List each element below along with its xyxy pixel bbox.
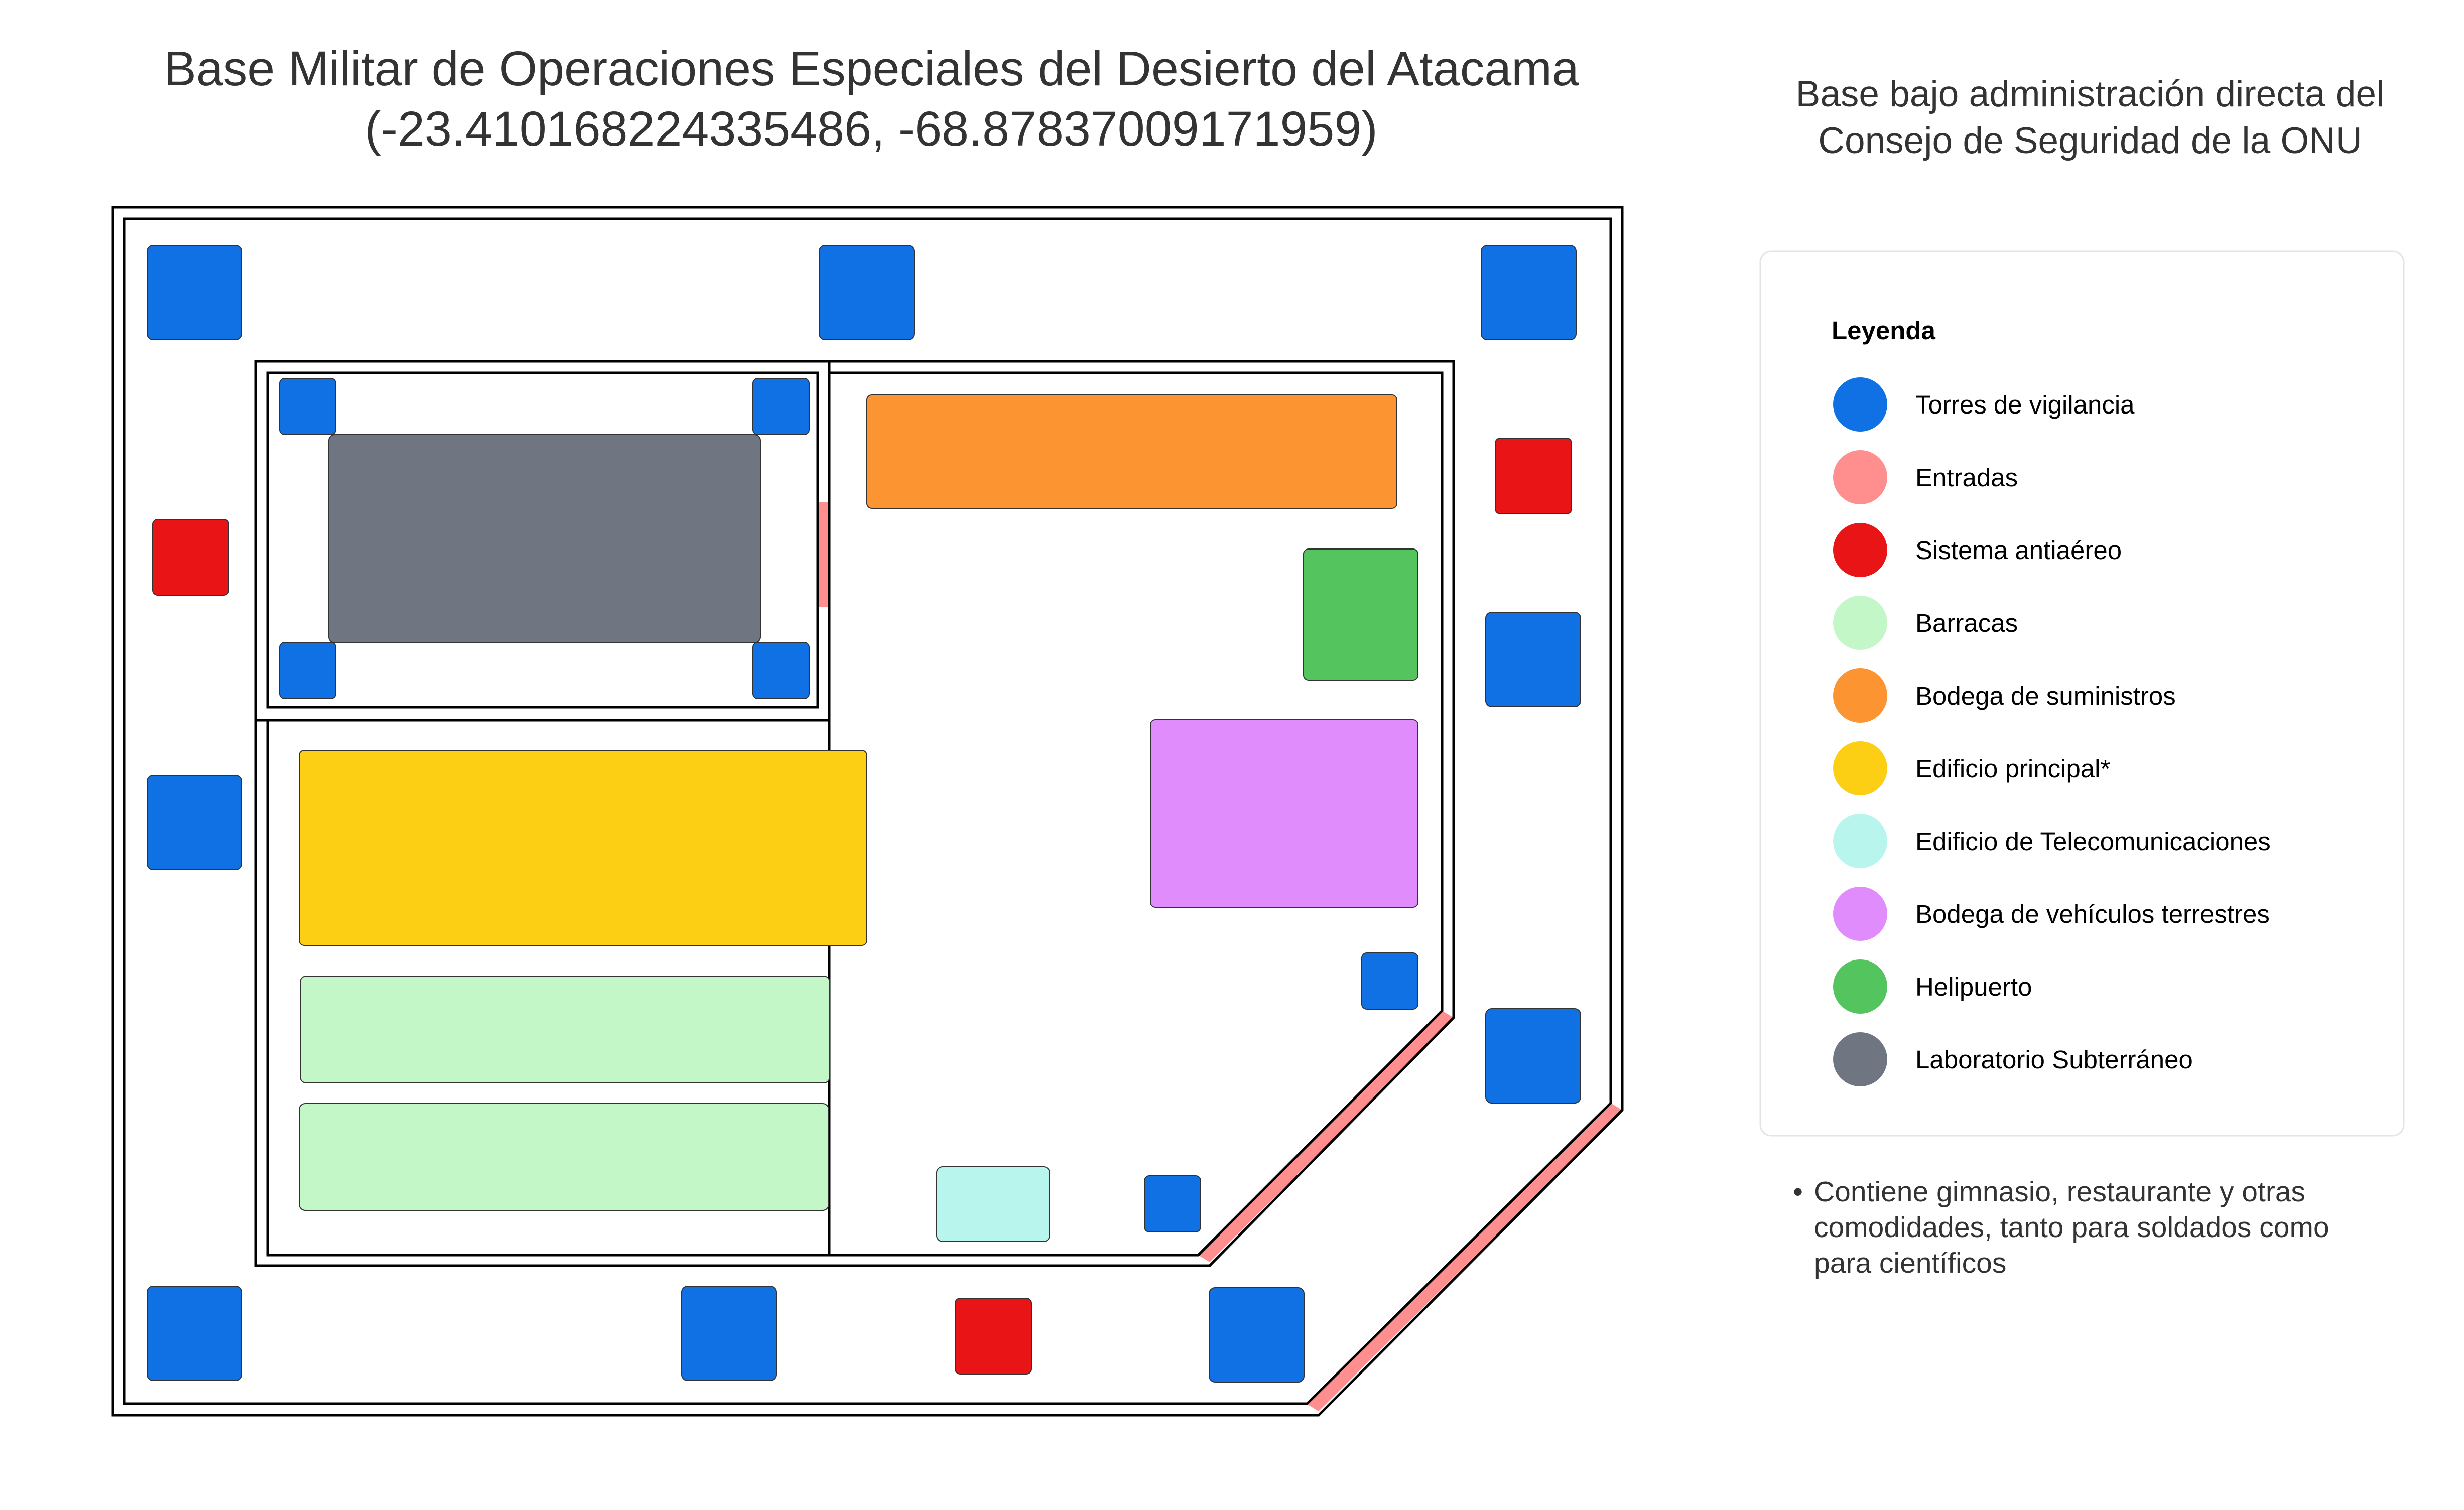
- supply-warehouse: [866, 394, 1397, 509]
- legend-label: Barracas: [1915, 609, 2018, 637]
- legend-item: Helipuerto: [1833, 959, 2032, 1014]
- watchtower-lab-se: [752, 642, 810, 699]
- entrance-inner-diagonal: [1198, 1011, 1454, 1262]
- watchtower-outer-n: [819, 245, 915, 340]
- legend-swatch: [1833, 1032, 1887, 1086]
- admin-note-line-2: Consejo de Seguridad de la ONU: [1818, 120, 2362, 161]
- legend-label: Bodega de vehículos terrestres: [1915, 900, 2270, 928]
- legend-label: Torres de vigilancia: [1915, 390, 2135, 419]
- anti-aircraft-west: [152, 519, 229, 596]
- watchtower-outer-s2: [1209, 1287, 1305, 1383]
- legend-item: Edificio principal*: [1833, 741, 2111, 795]
- watchtower-inner-east: [1361, 952, 1418, 1010]
- legend-swatch: [1833, 959, 1887, 1014]
- title-line-1: Base Militar de Operaciones Especiales d…: [164, 41, 1579, 96]
- legend-item: Edificio de Telecomunicaciones: [1833, 814, 2271, 868]
- legend-item: Bodega de suministros: [1833, 668, 2176, 723]
- legend-title: Leyenda: [1832, 316, 1936, 345]
- legend-item: Bodega de vehículos terrestres: [1833, 887, 2270, 941]
- legend-label: Helipuerto: [1915, 973, 2032, 1001]
- legend-label: Sistema antiaéreo: [1915, 536, 2122, 565]
- entrance-laboratory: [817, 502, 829, 607]
- legend-label: Bodega de suministros: [1915, 681, 2176, 710]
- outer-perimeter-inner-wall: [123, 217, 1612, 1405]
- footnote-bullet: •: [1793, 1176, 1803, 1208]
- legend-swatch: [1833, 741, 1887, 795]
- legend-swatch: [1833, 887, 1887, 941]
- legend-panel: [1759, 250, 2405, 1137]
- barracks-2: [299, 1103, 829, 1211]
- legend-item: Sistema antiaéreo: [1833, 523, 2122, 577]
- legend-label: Laboratorio Subterráneo: [1915, 1045, 2193, 1074]
- main-building: [299, 750, 867, 946]
- telecommunications-building: [936, 1166, 1050, 1242]
- helipad: [1303, 548, 1418, 681]
- legend-items: Torres de vigilancia Entradas Sistema anti…: [1833, 377, 2271, 1086]
- watchtower-outer-e2: [1485, 1008, 1581, 1104]
- barracks-1: [300, 976, 830, 1083]
- base-map: [111, 206, 1624, 1417]
- watchtower-inner-south: [1144, 1175, 1201, 1232]
- legend: Leyenda Torres de vigilancia Entradas Sist…: [1759, 250, 2405, 1137]
- laboratory-enclosure-inner-wall: [266, 371, 819, 709]
- admin-note-line-1: Base bajo administración directa del: [1796, 74, 2385, 114]
- footnote-line-1: Contiene gimnasio, restaurante y otras: [1814, 1176, 2305, 1208]
- legend-label: Edificio de Telecomunicaciones: [1915, 827, 2271, 856]
- legend-swatch: [1833, 814, 1887, 868]
- watchtower-outer-sw: [147, 1286, 242, 1381]
- anti-aircraft-south: [955, 1298, 1032, 1375]
- watchtower-outer-e1: [1485, 612, 1581, 707]
- southwest-area-wall: [266, 719, 831, 1257]
- legend-swatch: [1833, 450, 1887, 504]
- vehicle-warehouse: [1150, 719, 1418, 908]
- legend-label: Entradas: [1915, 463, 2018, 492]
- underground-laboratory: [328, 434, 761, 643]
- legend-item: Barracas: [1833, 596, 2018, 650]
- watchtower-lab-nw: [279, 378, 336, 435]
- watchtower-lab-sw: [279, 642, 336, 699]
- watchtower-lab-ne: [752, 378, 810, 435]
- legend-item: Laboratorio Subterráneo: [1833, 1032, 2193, 1086]
- footnote: • Contiene gimnasio, restaurante y otras…: [1793, 1176, 2329, 1279]
- watchtower-outer-s1: [681, 1286, 777, 1381]
- legend-item: Entradas: [1833, 450, 2018, 504]
- entrance-outer-diagonal: [1307, 1103, 1622, 1411]
- watchtower-outer-w: [147, 775, 242, 870]
- legend-swatch: [1833, 668, 1887, 723]
- inner-compound-wall: [254, 360, 1455, 1267]
- footnote-line-2: comodidades, tanto para soldados como: [1814, 1211, 2329, 1244]
- legend-swatch: [1833, 523, 1887, 577]
- title-line-2: (-23.410168224335486, -68.87837009171959…: [365, 101, 1377, 156]
- legend-label: Edificio principal*: [1915, 754, 2111, 783]
- watchtower-outer-nw: [147, 245, 242, 340]
- legend-item: Torres de vigilancia: [1833, 377, 2135, 432]
- legend-swatch: [1833, 596, 1887, 650]
- footnote-line-3: para científicos: [1814, 1247, 2006, 1279]
- watchtower-outer-ne: [1481, 245, 1577, 340]
- anti-aircraft-east: [1495, 438, 1572, 514]
- legend-swatch: [1833, 377, 1887, 432]
- outer-perimeter-wall: [111, 206, 1624, 1417]
